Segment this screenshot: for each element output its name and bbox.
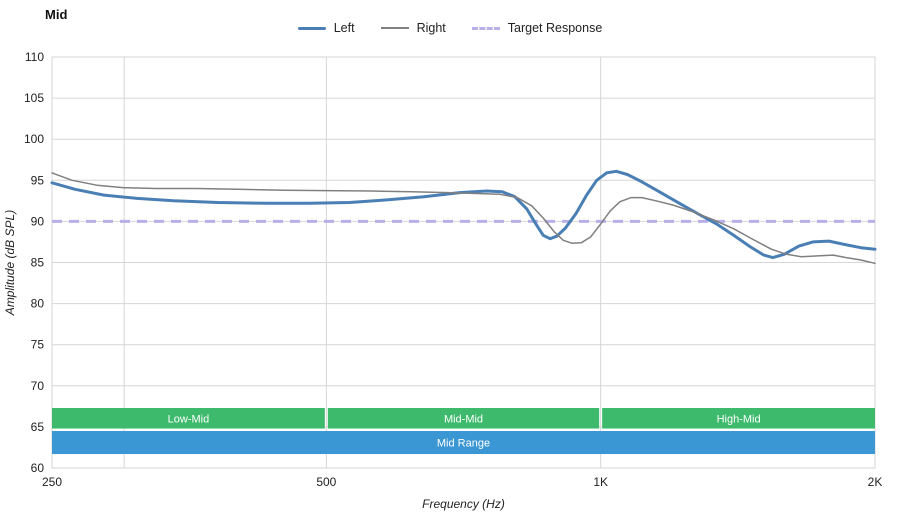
- target-response-line-swatch: [471, 26, 500, 30]
- series-line-left: [50, 169, 877, 260]
- y-tick-label: 65: [31, 420, 45, 434]
- right-line-swatch: [380, 27, 409, 29]
- legend-label-left: Left: [333, 21, 355, 35]
- legend-label-right: Right: [416, 21, 446, 35]
- y-tick-label: 85: [31, 256, 45, 270]
- y-tick-label: 75: [31, 338, 45, 352]
- chart-title: Mid: [45, 7, 68, 22]
- y-axis-label: Amplitude (dB SPL): [3, 210, 17, 316]
- range-band: [52, 431, 875, 455]
- range-band-label: High-Mid: [717, 413, 761, 425]
- x-axis-label: Frequency (Hz): [422, 497, 505, 511]
- range-band-label: Low-Mid: [168, 413, 210, 425]
- range-band-label: Mid-Mid: [444, 413, 483, 425]
- y-tick-label: 80: [31, 297, 45, 311]
- range-band: [327, 407, 600, 429]
- chart-legend: Left Right Target Response: [0, 21, 900, 35]
- x-tick-label: 500: [316, 475, 336, 489]
- y-tick-label: 100: [24, 132, 44, 146]
- series-line-right: [51, 172, 876, 265]
- range-band: [52, 407, 325, 429]
- legend-item-target-response[interactable]: Target Response: [471, 21, 603, 35]
- y-tick-label: 95: [31, 173, 45, 187]
- y-tick-label: 105: [24, 91, 44, 105]
- y-tick-label: 60: [31, 461, 45, 475]
- x-tick-label: 250: [42, 475, 62, 489]
- x-tick-label: 1K: [593, 475, 608, 489]
- range-band: [602, 407, 875, 429]
- y-tick-label: 90: [31, 214, 45, 228]
- legend-item-left[interactable]: Left: [297, 21, 355, 35]
- legend-item-right[interactable]: Right: [380, 21, 446, 35]
- left-line-swatch: [297, 26, 326, 30]
- x-tick-label: 2K: [868, 475, 883, 489]
- y-tick-label: 70: [31, 379, 45, 393]
- range-band-label: Mid Range: [437, 438, 490, 450]
- plot-border: [51, 56, 876, 469]
- y-tick-label: 110: [25, 50, 44, 64]
- legend-label-target-response: Target Response: [507, 21, 603, 35]
